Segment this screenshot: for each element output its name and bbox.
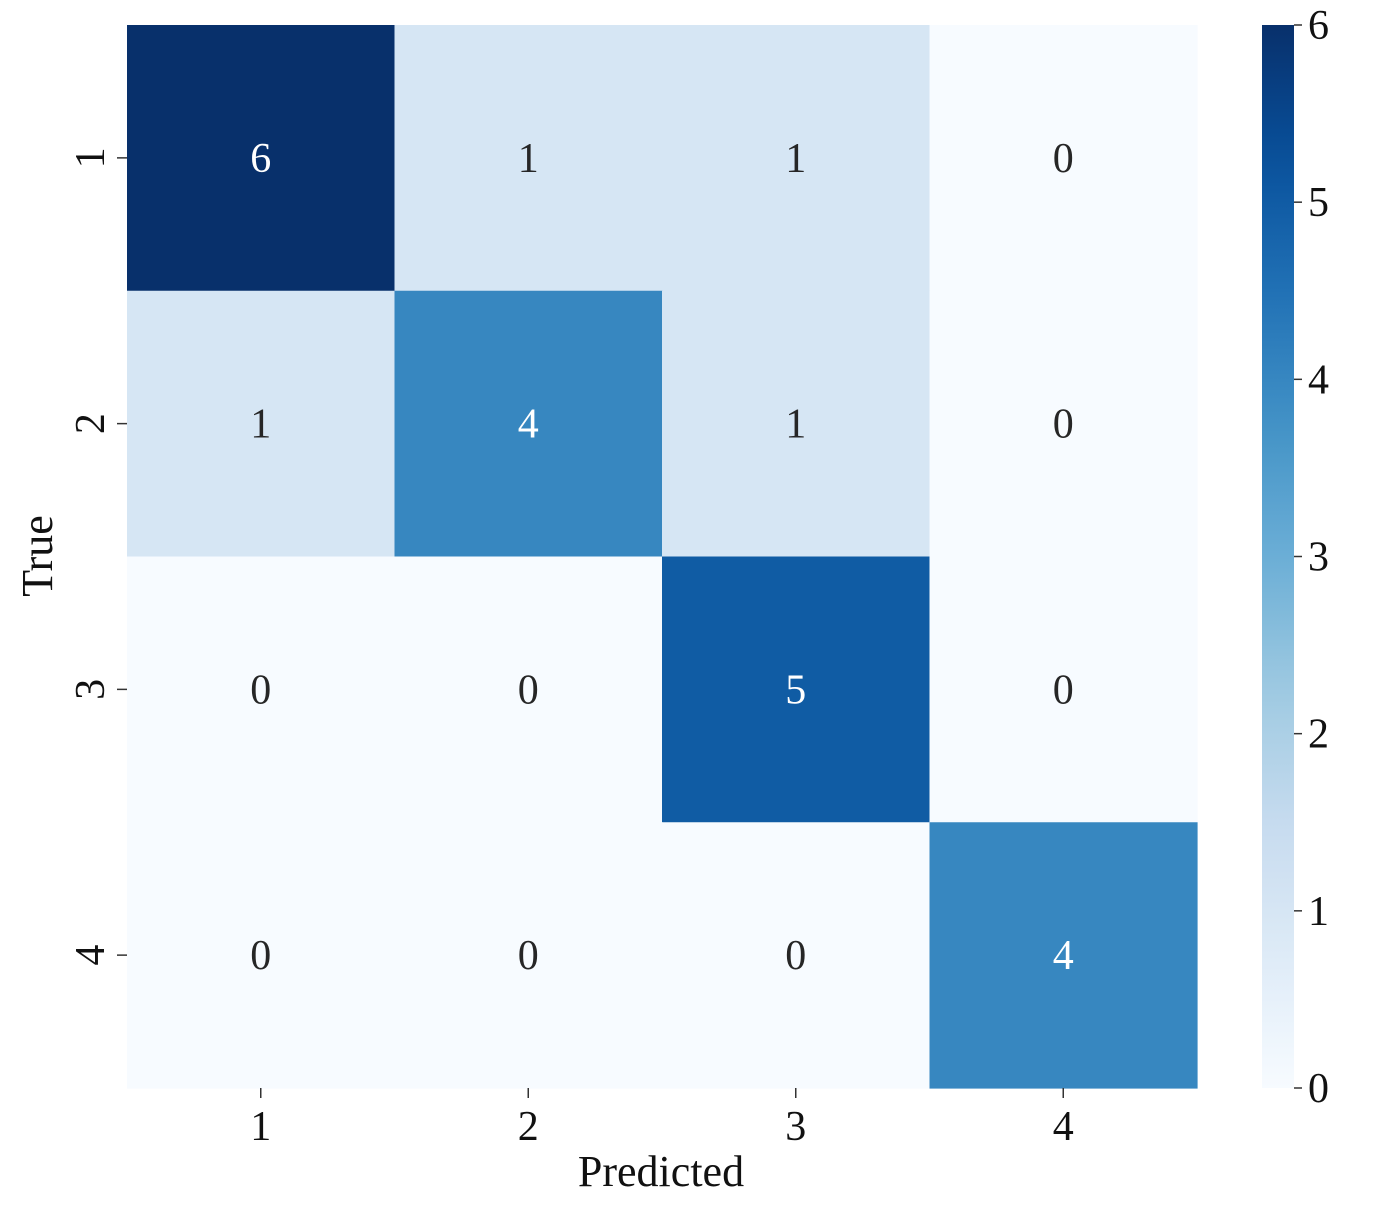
colorbar-tick-label: 0 (1308, 1066, 1329, 1112)
heatmap-cell-r1-c4 (929, 25, 1198, 292)
x-axis-title: Predicted (578, 1147, 744, 1196)
colorbar-tick-label: 1 (1308, 889, 1329, 935)
y-tick-label: 1 (68, 147, 114, 168)
heatmap-cell-r2-c2 (394, 290, 663, 558)
heatmap-cell-r3-c4 (929, 556, 1198, 823)
cell-annotation-r4-c1: 0 (250, 933, 271, 979)
y-axis: 1 2 3 4 (68, 147, 127, 966)
cell-annotation-r3-c4: 0 (1053, 667, 1074, 713)
cell-annotations: 6 1 1 0 1 4 1 0 0 0 5 0 0 0 0 4 (250, 136, 1074, 979)
x-tick-label: 2 (518, 1104, 539, 1150)
colorbar-tick-label: 3 (1308, 535, 1329, 581)
heatmap-cell-r4-c4 (929, 822, 1198, 1089)
y-tick-label: 4 (68, 945, 114, 966)
colorbar-gradient (1262, 25, 1294, 1088)
cell-annotation-r1-c2: 1 (518, 136, 539, 182)
y-axis-title: True (13, 515, 62, 597)
colorbar-tick-label: 4 (1308, 357, 1329, 403)
heatmap-cell-r1-c1 (127, 25, 396, 292)
heatmap-cell-r3-c1 (127, 556, 396, 823)
cell-annotation-r2-c3: 1 (785, 402, 806, 448)
heatmap-cell-r1-c2 (394, 25, 663, 292)
x-tick-label: 3 (785, 1104, 806, 1150)
heatmap-cell-r3-c3 (662, 556, 931, 823)
heatmap-cell-r2-c1 (127, 290, 396, 558)
y-tick-label: 2 (68, 413, 114, 434)
cell-annotation-r1-c4: 0 (1053, 136, 1074, 182)
heatmap-cell-r3-c2 (394, 556, 663, 823)
heatmap-cell-r4-c3 (662, 822, 931, 1089)
cell-annotation-r1-c3: 1 (785, 136, 806, 182)
heatmap-cell-r4-c2 (394, 822, 663, 1089)
cell-annotation-r2-c2: 4 (518, 402, 539, 448)
x-tick-label: 1 (250, 1104, 271, 1150)
colorbar-tick-label: 6 (1308, 3, 1329, 49)
heatmap-cell-r2-c4 (929, 290, 1198, 558)
colorbar: 0 1 2 3 4 5 6 (1262, 3, 1329, 1112)
heatmap-cell-r2-c3 (662, 290, 931, 558)
cell-annotation-r4-c3: 0 (785, 933, 806, 979)
cell-annotation-r4-c4: 4 (1053, 933, 1074, 979)
cell-annotation-r4-c2: 0 (518, 933, 539, 979)
cell-annotation-r2-c4: 0 (1053, 402, 1074, 448)
cell-annotation-r1-c1: 6 (250, 136, 271, 182)
colorbar-tick-label: 2 (1308, 712, 1329, 758)
cell-annotation-r3-c3: 5 (785, 667, 806, 713)
heatmap-cells (127, 25, 1198, 1089)
y-tick-label: 3 (68, 679, 114, 700)
cell-annotation-r3-c1: 0 (250, 667, 271, 713)
heatmap-cell-r4-c1 (127, 822, 396, 1089)
heatmap-cell-r1-c3 (662, 25, 931, 292)
x-tick-label: 4 (1053, 1104, 1074, 1150)
cell-annotation-r3-c2: 0 (518, 667, 539, 713)
x-axis: 1 2 3 4 (250, 1088, 1074, 1150)
cell-annotation-r2-c1: 1 (250, 402, 271, 448)
colorbar-tick-label: 5 (1308, 180, 1329, 226)
